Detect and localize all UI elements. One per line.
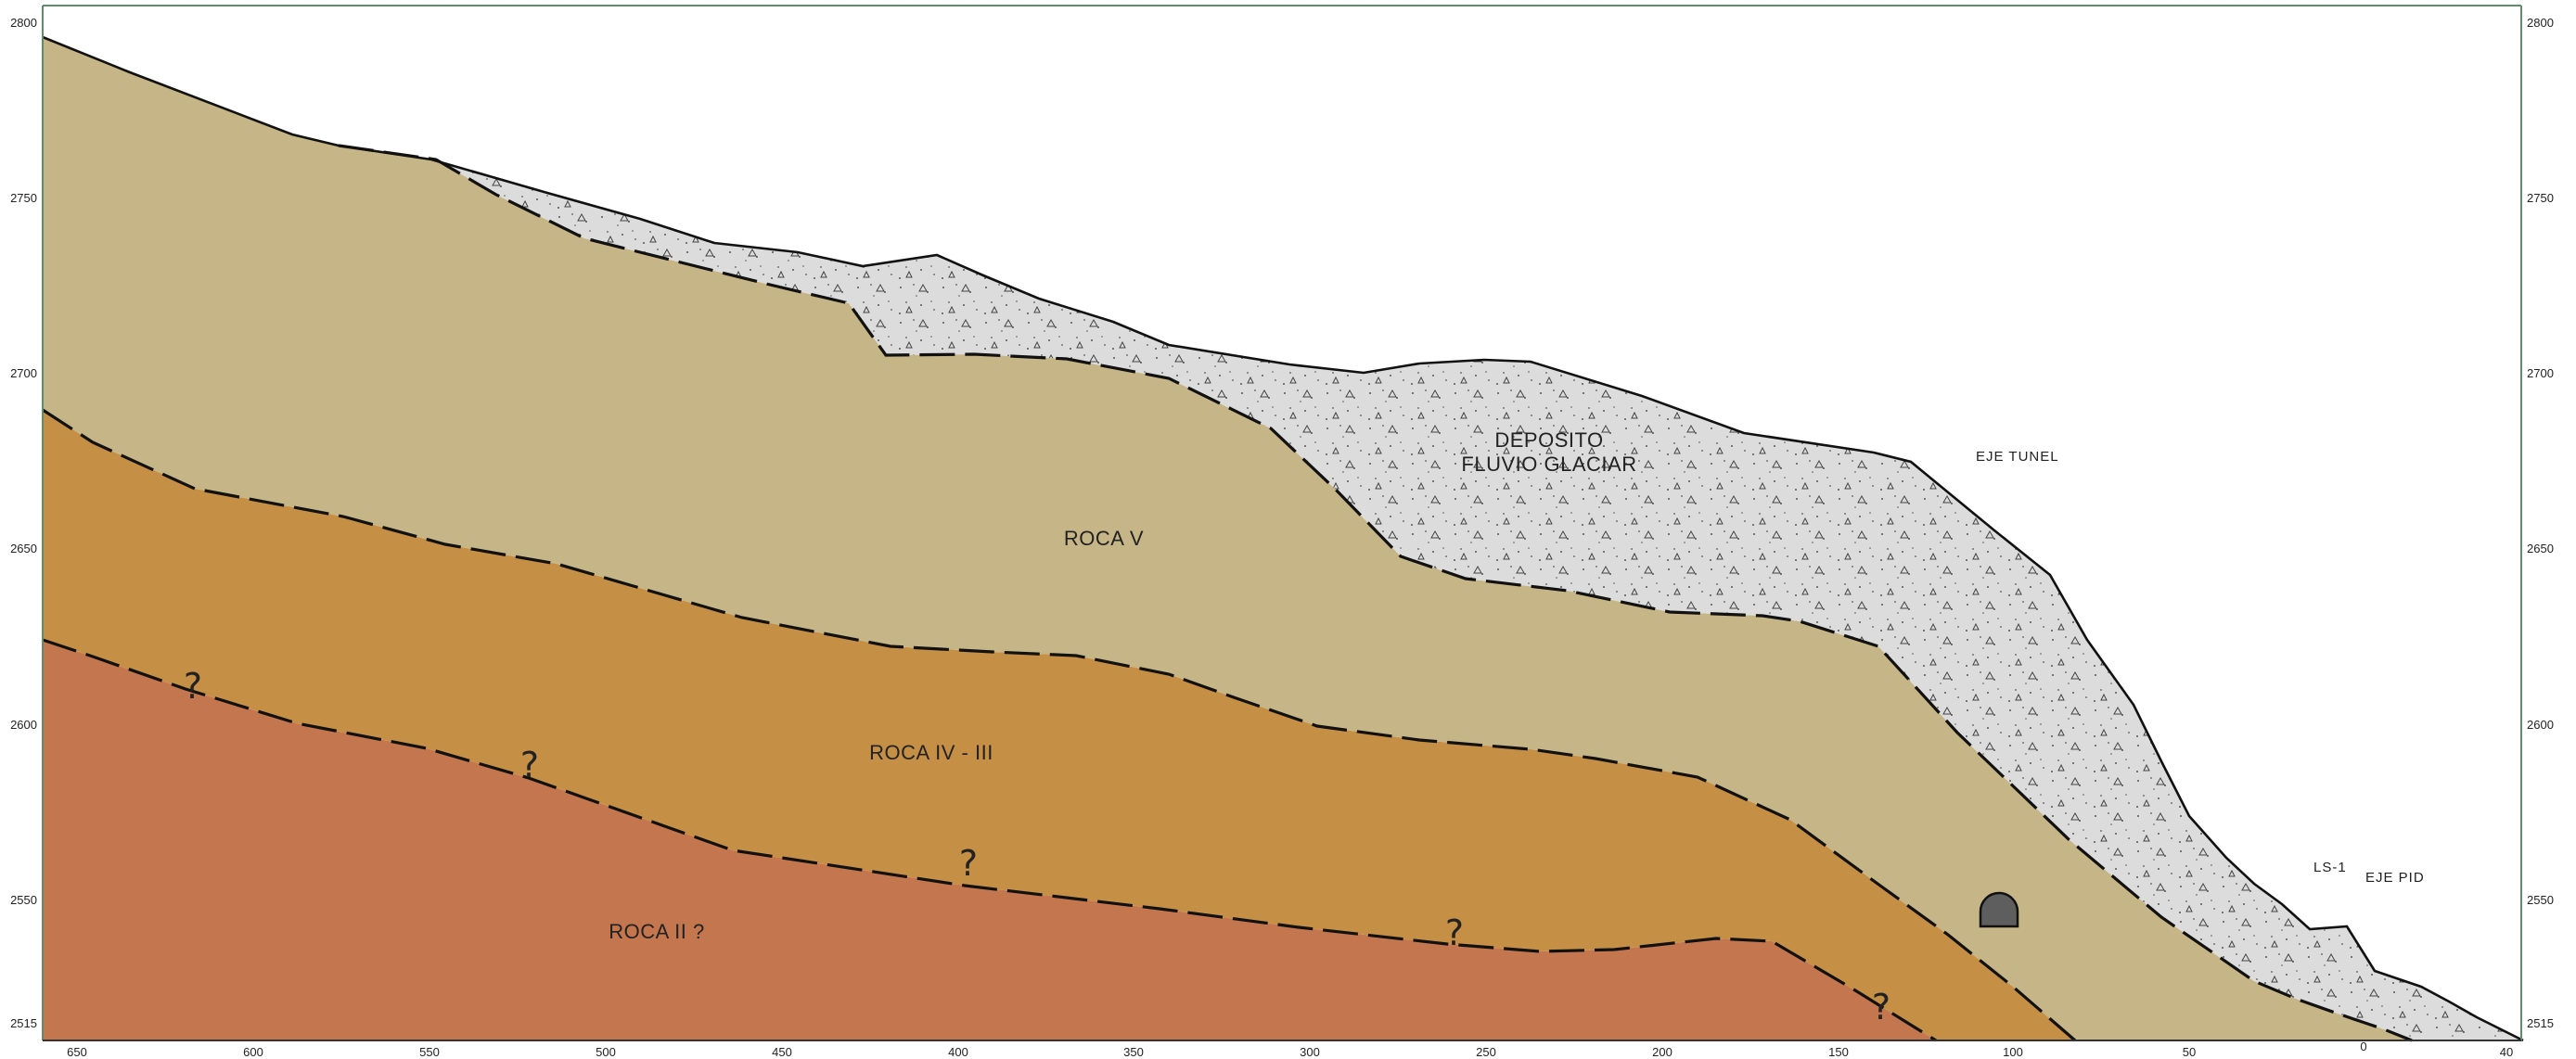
left-elevation-scale: 2800 2750 2700 2650 2600 2550 2515 xyxy=(10,16,37,1030)
bottom-tick-label: 600 xyxy=(243,1045,263,1059)
right-tick-label: 2515 xyxy=(2527,1016,2554,1030)
bottom-tick-label: 400 xyxy=(948,1045,968,1059)
roca-ii-label: ROCA II ? xyxy=(609,920,705,943)
ls1-label: LS-1 xyxy=(2313,860,2347,875)
bottom-tick-label: 150 xyxy=(1828,1045,1849,1059)
deposito-label-line2: FLUVIO GLACIAR xyxy=(1461,453,1636,476)
right-tick-label: 2700 xyxy=(2527,366,2554,380)
left-tick-label: 2750 xyxy=(10,191,37,205)
right-elevation-scale: 2800 2750 2700 2650 2600 2550 2515 xyxy=(2527,16,2554,1030)
bottom-tick-label: 50 xyxy=(2183,1045,2196,1059)
uncertainty-question-mark: ? xyxy=(959,843,978,884)
tunnel-section xyxy=(1979,891,2019,928)
bottom-tick-label: 40 xyxy=(2500,1045,2513,1059)
left-tick-label: 2600 xyxy=(10,718,37,732)
contact-roca-iv-iii-roca-ii xyxy=(42,638,1937,1042)
roca-v-label: ROCA V xyxy=(1064,527,1144,550)
bottom-tick-label: 200 xyxy=(1652,1045,1672,1059)
deposito-fluvio-glaciar-layer xyxy=(339,146,2523,1040)
uncertainty-question-mark: ? xyxy=(1872,987,1890,1027)
bottom-tick-label: 350 xyxy=(1123,1045,1144,1059)
roca-ii-layer xyxy=(43,640,1936,1040)
contact-deposito-roca-v xyxy=(338,144,2413,1042)
eje-pid-label: EJE PID xyxy=(2365,870,2425,886)
bottom-tick-label: 650 xyxy=(67,1045,87,1059)
uncertainty-question-mark: ? xyxy=(520,745,539,785)
eje-tunel-label: EJE TUNEL xyxy=(1976,449,2059,465)
left-tick-label: 2800 xyxy=(10,16,37,30)
roca-v-layer xyxy=(43,37,2412,1040)
roca-iv-iii-layer xyxy=(43,410,2075,1040)
deposito-label-line1: DEPOSITO xyxy=(1494,428,1603,452)
right-tick-label: 2800 xyxy=(2527,16,2554,30)
bottom-tick-label: 450 xyxy=(772,1045,792,1059)
bottom-tick-label: 100 xyxy=(2003,1045,2023,1059)
contact-roca-v-roca-iv-iii xyxy=(42,408,2077,1042)
right-tick-label: 2600 xyxy=(2527,718,2554,732)
bottom-tick-label: 500 xyxy=(596,1045,616,1059)
roca-iv-iii-label: ROCA IV - III xyxy=(869,741,993,764)
right-tick-label: 2750 xyxy=(2527,191,2554,205)
bottom-tick-label: 250 xyxy=(1476,1045,1496,1059)
uncertainty-question-mark: ? xyxy=(184,666,202,707)
right-tick-label: 2550 xyxy=(2527,893,2554,907)
bottom-tick-label: 300 xyxy=(1300,1045,1320,1059)
bottom-tick-label: 550 xyxy=(419,1045,440,1059)
right-tick-label: 2650 xyxy=(2527,542,2554,555)
left-tick-label: 2700 xyxy=(10,366,37,380)
left-tick-label: 2515 xyxy=(10,1016,37,1030)
left-tick-label: 2550 xyxy=(10,893,37,907)
bottom-tick-label: 0 xyxy=(2360,1040,2366,1053)
uncertainty-question-mark: ? xyxy=(1445,912,1464,953)
left-tick-label: 2650 xyxy=(10,542,37,555)
ground-surface-line xyxy=(42,35,2524,1042)
bottom-distance-scale: 650 600 550 500 450 400 350 300 250 200 … xyxy=(67,1040,2513,1059)
